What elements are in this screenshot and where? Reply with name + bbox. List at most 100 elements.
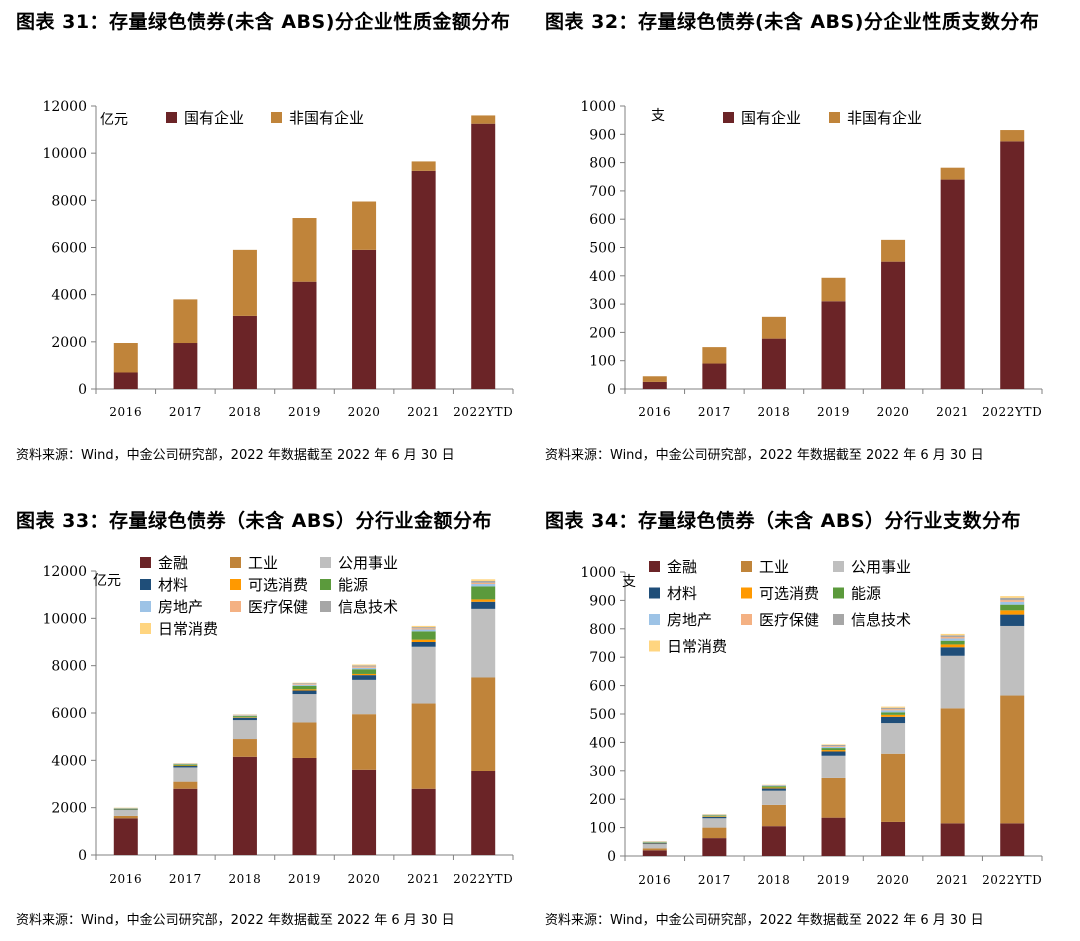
bar-segment-2016-非国有企业 (113, 343, 138, 373)
bar-segment-2020-工业 (881, 753, 906, 822)
x-tick-label: 2019 (288, 872, 321, 886)
bar-segment-2018-能源 (232, 716, 257, 718)
bar-segment-2017-非国有企业 (173, 299, 198, 344)
bar-segment-2019-国有企业 (821, 301, 846, 389)
legend-swatch (649, 587, 660, 599)
x-tick-label: 2016 (109, 872, 142, 886)
legend-swatch (230, 601, 241, 612)
source-note: 资料来源：Wind，中金公司研究部，2022 年数据截至 2022 年 6 月 … (16, 913, 455, 928)
legend-swatch (166, 112, 177, 123)
chart-title: 图表 31：存量绿色债券(未含 ABS)分企业性质金额分布 (16, 11, 511, 33)
x-tick-label: 2020 (877, 405, 910, 419)
y-tick-label: 6000 (51, 241, 87, 257)
bar-segment-2017-国有企业 (702, 363, 727, 389)
bar-segment-2021-非国有企业 (411, 161, 436, 171)
bar-segment-2019-材料 (292, 690, 317, 695)
bar-segment-2018-材料 (761, 788, 786, 791)
legend-label: 可选消费 (759, 585, 819, 603)
y-tick-label: 8000 (51, 193, 87, 209)
bar-segment-2021-日常消费 (411, 625, 436, 628)
bar-segment-2020-房地产 (352, 667, 377, 670)
legend-label: 公用事业 (851, 558, 911, 576)
chart-panel-34: 图表 34：存量绿色债券（未含 ABS）分行业支数分布 0 100 200 300 40… (545, 507, 1075, 937)
bar-segment-2021-可选消费 (940, 644, 965, 648)
bar-segment-2021-材料 (411, 642, 436, 647)
x-tick-label: 2019 (817, 873, 850, 887)
legend-swatch (230, 579, 241, 590)
legend-swatch (320, 579, 331, 590)
chart-31: 0 2000 4000 6000 8000 10000 12000 2016 2017 2018 2… (42, 99, 514, 419)
bar-segment-2019-医疗保健 (821, 746, 846, 747)
x-tick-label: 2022YTD (453, 405, 513, 419)
bar-segment-2020-能源 (352, 669, 377, 674)
bar-segment-2018-房地产 (761, 785, 786, 787)
x-tick-label: 2022YTD (453, 872, 513, 886)
y-tick-label: 100 (589, 354, 616, 370)
legend-swatch (649, 614, 660, 625)
bar-segment-2022YTD-医疗保健 (1000, 600, 1025, 602)
y-tick-label: 1000 (580, 565, 616, 581)
y-tick-label: 800 (589, 622, 616, 638)
bar-segment-2019-可选消费 (821, 750, 846, 752)
bar-segment-2016-非国有企业 (642, 376, 667, 382)
bar-segment-2021-房地产 (411, 629, 436, 632)
bar-segment-2016-能源 (113, 808, 138, 810)
bar-segment-2021-公用事业 (411, 646, 436, 704)
bar-segment-2022YTD-非国有企业 (1000, 130, 1025, 142)
bar-segment-2022YTD-公用事业 (471, 608, 496, 678)
chart-panel-32: 图表 32：存量绿色债券(未含 ABS)分企业性质支数分布 0 100 200 300… (545, 8, 1075, 468)
bar-segment-2016-国有企业 (113, 372, 138, 389)
bar-segment-2020-非国有企业 (352, 201, 377, 250)
bar-segment-2016-公用事业 (113, 810, 138, 816)
bar-segment-2022YTD-非国有企业 (471, 115, 496, 124)
bar-segment-2018-公用事业 (232, 720, 257, 740)
chart-33: 0 2000 4000 6000 8000 10000 12000 2016 2017 2018 2… (42, 554, 514, 886)
legend-swatch (723, 112, 734, 123)
bar-segment-2018-金融 (232, 756, 257, 855)
bar-segment-2020-信息技术 (352, 665, 377, 667)
x-tick-label: 2018 (228, 872, 261, 886)
bar-segment-2020-材料 (881, 716, 906, 724)
bar-segment-2022YTD-可选消费 (471, 599, 496, 602)
y-tick-label: 300 (589, 297, 616, 313)
chart-34: 0 100 200 300 400 500 600 700 800 900 1000 2016 2017… (580, 558, 1043, 887)
legend-swatch (320, 557, 331, 568)
legend-swatch (741, 614, 752, 625)
legend-swatch (271, 112, 282, 123)
bar-segment-2020-能源 (881, 712, 906, 715)
y-tick-label: 600 (589, 679, 616, 695)
bar-segment-2017-公用事业 (173, 767, 198, 782)
y-tick-label: 100 (589, 821, 616, 837)
bar-segment-2020-国有企业 (352, 249, 377, 389)
legend-swatch (140, 579, 151, 590)
legend-label: 非国有企业 (289, 109, 364, 127)
bar-segment-2019-国有企业 (292, 281, 317, 389)
x-tick-label: 2016 (638, 873, 671, 887)
y-tick-label: 1000 (580, 99, 616, 115)
y-tick-label: 500 (589, 707, 616, 723)
bar-segment-2019-金融 (292, 757, 317, 855)
legend-label: 非国有企业 (847, 109, 922, 127)
y-tick-label: 8000 (51, 659, 87, 675)
legend-label: 可选消费 (248, 576, 308, 594)
x-tick-label: 2016 (638, 405, 671, 419)
bar-segment-2018-国有企业 (761, 338, 786, 389)
y-tick-label: 900 (589, 593, 616, 609)
legend-label: 能源 (851, 585, 881, 603)
bar-segment-2021-工业 (411, 703, 436, 789)
bar-segment-2021-医疗保健 (940, 637, 965, 639)
y-tick-label: 12000 (42, 564, 87, 580)
bar-segment-2019-信息技术 (292, 683, 317, 685)
bar-segment-2017-国有企业 (173, 343, 198, 389)
bar-segment-2022YTD-公用事业 (1000, 625, 1025, 696)
bar-segment-2022YTD-金融 (1000, 823, 1025, 856)
bar-segment-2022YTD-能源 (471, 586, 496, 600)
bar-segment-2020-非国有企业 (881, 239, 906, 262)
bar-segment-2020-房地产 (881, 710, 906, 713)
bar-segment-2022YTD-能源 (1000, 604, 1025, 611)
bar-segment-2021-材料 (940, 647, 965, 656)
y-tick-label: 0 (607, 849, 616, 865)
bar-segment-2020-工业 (352, 714, 377, 770)
bar-segment-2017-能源 (173, 764, 198, 766)
bar-segment-2020-日常消费 (881, 706, 906, 708)
